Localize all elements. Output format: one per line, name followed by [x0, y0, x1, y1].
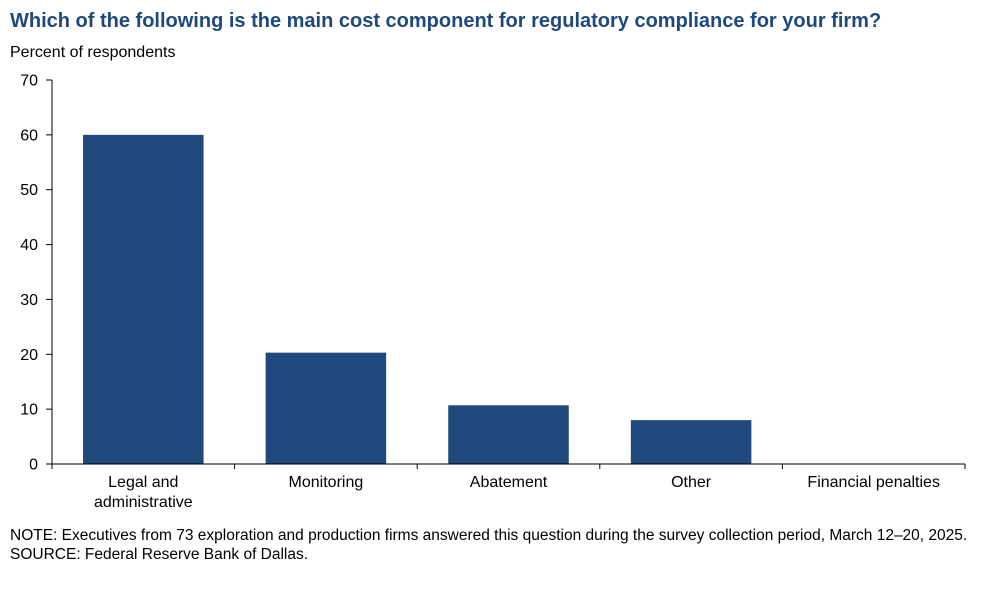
x-tick-label: Monitoring — [289, 474, 364, 491]
x-tick-label: Other — [671, 474, 712, 491]
x-tick-label: Financial penalties — [807, 474, 940, 491]
y-tick-label: 50 — [20, 182, 38, 199]
y-tick-label: 10 — [20, 402, 38, 419]
bar — [83, 134, 204, 464]
source-text: SOURCE: Federal Reserve Bank of Dallas. — [10, 546, 309, 563]
y-tick-label: 40 — [20, 237, 38, 254]
footnotes: NOTE: Executives from 73 exploration and… — [10, 526, 980, 564]
x-tick-label: Abatement — [470, 474, 548, 491]
x-tick-label: Legal and administrative — [94, 474, 193, 511]
y-tick-label: 0 — [29, 457, 38, 474]
bar — [265, 352, 387, 464]
y-tick-label: 30 — [20, 292, 38, 309]
y-tick-label: 20 — [20, 347, 38, 364]
bar — [630, 420, 752, 464]
bar — [448, 405, 569, 464]
chart-title: Which of the following is the main cost … — [10, 10, 882, 32]
y-tick-label: 60 — [20, 127, 38, 144]
y-tick-label: 70 — [20, 73, 38, 90]
note-text: NOTE: Executives from 73 exploration and… — [10, 527, 968, 544]
bar-chart: 0 10 20 30 40 50 60 70 Legal and administrative Mo… — [20, 73, 966, 511]
y-axis-label: Percent of respondents — [10, 44, 176, 61]
